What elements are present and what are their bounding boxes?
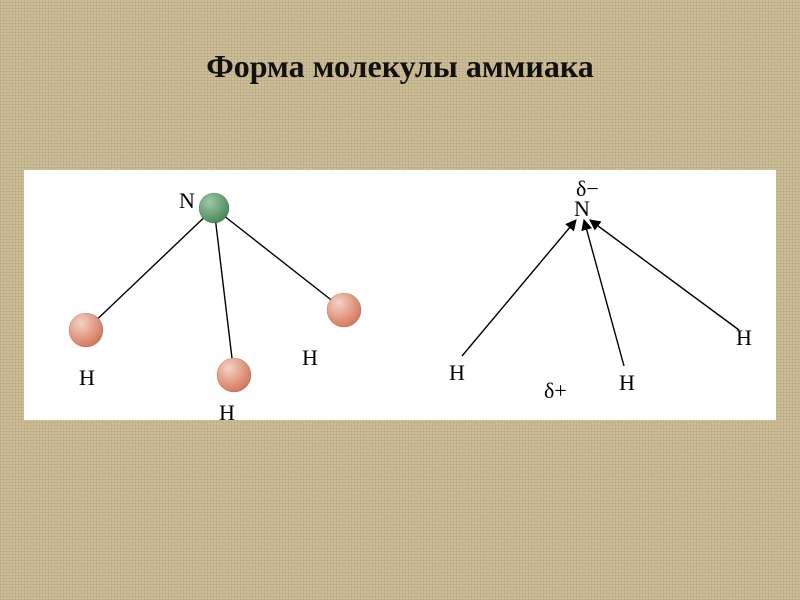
delta-plus: δ+ xyxy=(544,378,567,404)
atom-label-h2-left: H xyxy=(219,400,235,426)
atom-label-h3-right: H xyxy=(736,325,752,351)
atom-label-h1-left: H xyxy=(79,365,95,391)
atom-label-n-right: N xyxy=(574,196,590,222)
atom-label-h2-right: H xyxy=(619,370,635,396)
atom-label-n-left: N xyxy=(179,188,195,214)
diagram-panel: N H H H δ− N H H H δ+ xyxy=(24,170,776,420)
atom-label-h3-left: H xyxy=(302,345,318,371)
atom-label-h1-right: H xyxy=(449,360,465,386)
page-title: Форма молекулы аммиака xyxy=(0,48,800,85)
molecule-diagram xyxy=(24,170,776,420)
